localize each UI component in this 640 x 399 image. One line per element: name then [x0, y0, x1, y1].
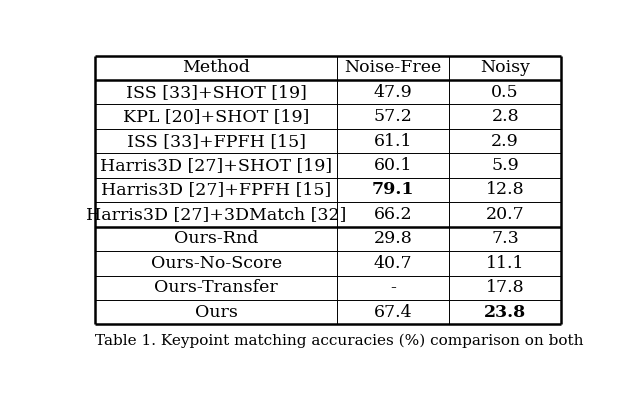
Text: Harris3D [27]+3DMatch [32]: Harris3D [27]+3DMatch [32] — [86, 206, 346, 223]
Text: Noisy: Noisy — [480, 59, 530, 76]
Text: 29.8: 29.8 — [374, 230, 413, 247]
Text: 2.8: 2.8 — [492, 108, 519, 125]
Text: 12.8: 12.8 — [486, 182, 525, 198]
Text: 23.8: 23.8 — [484, 304, 526, 321]
Text: 20.7: 20.7 — [486, 206, 525, 223]
Text: 11.1: 11.1 — [486, 255, 524, 272]
Text: Ours-No-Score: Ours-No-Score — [150, 255, 282, 272]
Text: 40.7: 40.7 — [374, 255, 413, 272]
Text: Harris3D [27]+SHOT [19]: Harris3D [27]+SHOT [19] — [100, 157, 332, 174]
Text: 7.3: 7.3 — [492, 230, 519, 247]
Text: Ours-Transfer: Ours-Transfer — [154, 279, 278, 296]
Text: 57.2: 57.2 — [374, 108, 413, 125]
Text: -: - — [390, 279, 396, 296]
Text: Noise-Free: Noise-Free — [345, 59, 442, 76]
Text: Table 1. Keypoint matching accuracies (%) comparison on both: Table 1. Keypoint matching accuracies (%… — [95, 334, 584, 348]
Text: Method: Method — [182, 59, 250, 76]
Text: 60.1: 60.1 — [374, 157, 413, 174]
Text: 5.9: 5.9 — [492, 157, 519, 174]
Text: ISS [33]+SHOT [19]: ISS [33]+SHOT [19] — [125, 84, 307, 101]
Text: 79.1: 79.1 — [372, 182, 415, 198]
Text: Ours-Rnd: Ours-Rnd — [174, 230, 259, 247]
Text: ISS [33]+FPFH [15]: ISS [33]+FPFH [15] — [127, 132, 306, 150]
Text: 67.4: 67.4 — [374, 304, 413, 321]
Text: KPL [20]+SHOT [19]: KPL [20]+SHOT [19] — [123, 108, 309, 125]
Text: 47.9: 47.9 — [374, 84, 413, 101]
Text: 61.1: 61.1 — [374, 132, 413, 150]
Text: 17.8: 17.8 — [486, 279, 525, 296]
Text: 2.9: 2.9 — [492, 132, 519, 150]
Text: Harris3D [27]+FPFH [15]: Harris3D [27]+FPFH [15] — [101, 182, 332, 198]
Text: 0.5: 0.5 — [492, 84, 519, 101]
Text: 66.2: 66.2 — [374, 206, 413, 223]
Text: Ours: Ours — [195, 304, 237, 321]
